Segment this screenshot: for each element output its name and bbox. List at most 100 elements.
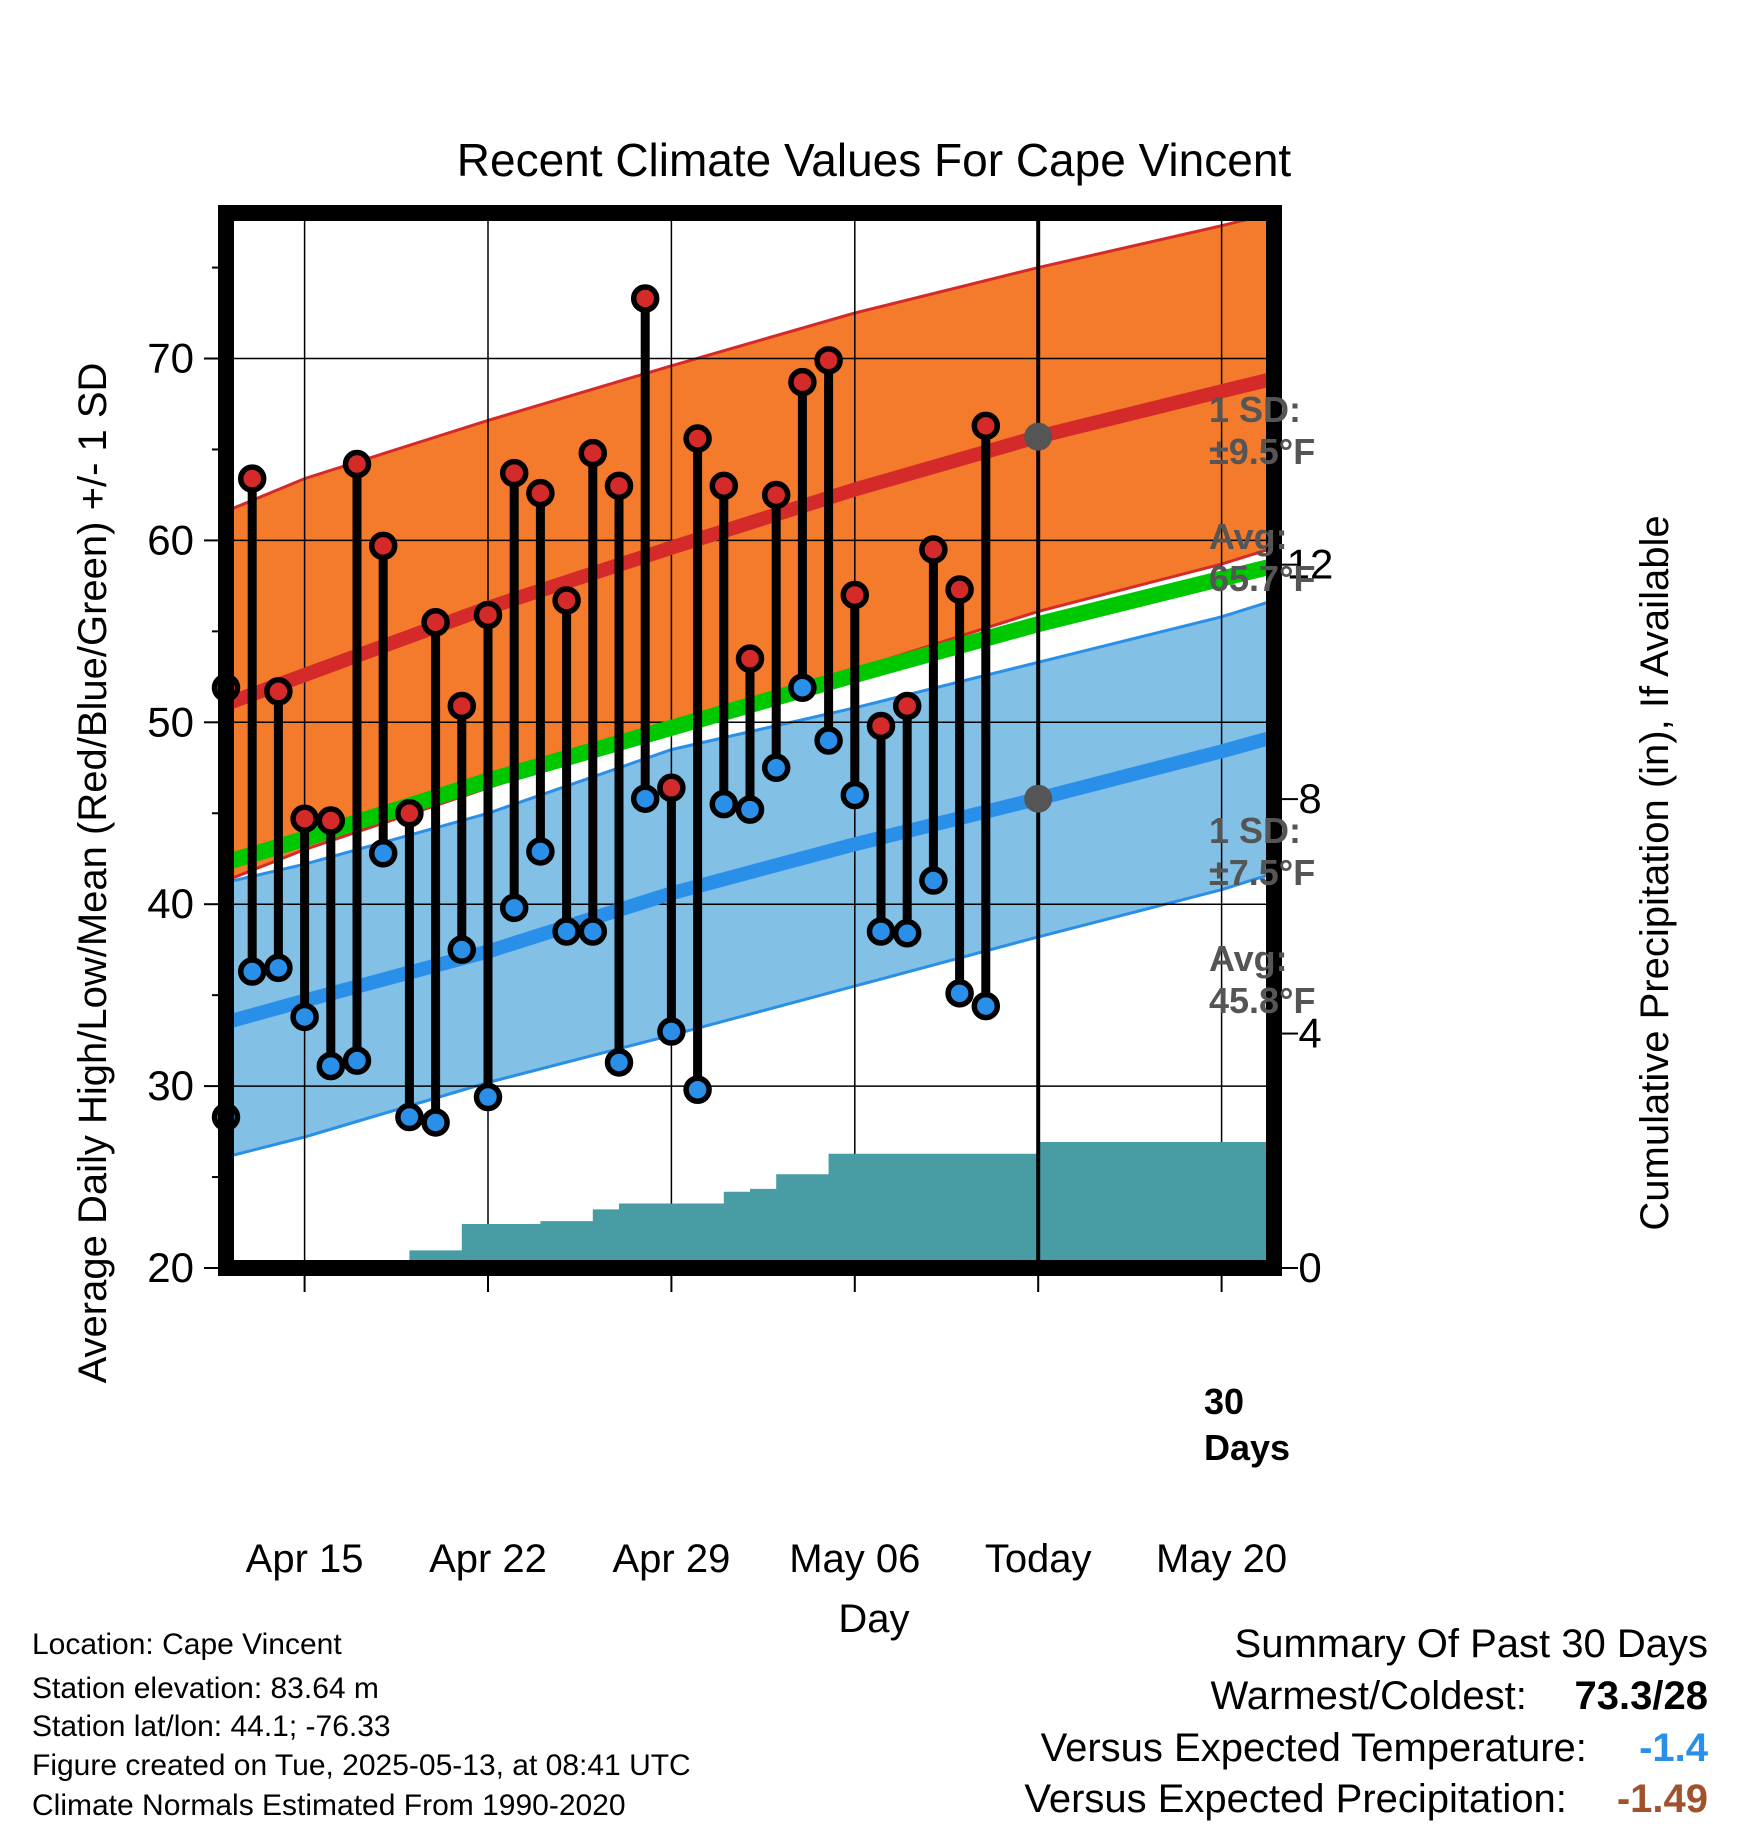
daily-low-point [866, 917, 896, 946]
summary-vs-precip-value: -1.49 [1616, 1777, 1708, 1821]
low-avg-label: Avg: [1209, 938, 1288, 979]
daily-low-point [971, 991, 1001, 1021]
x-tick-label: May 06 [789, 1537, 920, 1581]
today-avg-low-marker [1024, 784, 1053, 813]
y-tick-label: 20 [147, 1244, 194, 1291]
x-tick-label: Apr 22 [429, 1537, 547, 1581]
daily-high-point [342, 449, 372, 479]
daily-low-point [526, 837, 555, 866]
plot-frame [218, 205, 1282, 1276]
daily-high-point [552, 586, 581, 615]
summary-vs-precip-row: Versus Expected Precipitation: -1.49 [1024, 1779, 1708, 1819]
daily-low-point [421, 1108, 450, 1137]
low-sd-value: ±7.5°F [1209, 852, 1315, 893]
daily-low-point [447, 935, 477, 964]
x-tick-label: Apr 29 [612, 1537, 730, 1581]
daily-high-point [447, 691, 477, 721]
daily-high-point [866, 711, 896, 741]
high-sd-label: 1 SD: [1209, 389, 1301, 430]
daily-high-point [578, 438, 608, 468]
y2-tick-label: 0 [1298, 1244, 1321, 1291]
daily-high-point [735, 644, 765, 673]
x-tick-label: Today [985, 1537, 1092, 1581]
daily-low-point [316, 1051, 346, 1081]
daily-low-point [945, 979, 974, 1008]
daily-high-point [473, 600, 503, 630]
x-axis-label: Day [838, 1597, 909, 1641]
daily-low-point [395, 1102, 424, 1132]
daily-low-point [630, 784, 660, 813]
daily-high-point [840, 580, 870, 610]
y-tick-label: 60 [147, 516, 194, 563]
daily-low-point [578, 917, 608, 946]
low-avg-value: 45.8°F [1209, 980, 1315, 1021]
daily-high-point [499, 458, 529, 488]
x-tick-label: Apr 15 [246, 1537, 364, 1581]
summary-warmest-label: Warmest/Coldest: [1210, 1674, 1527, 1718]
daily-low-point [814, 726, 843, 755]
daily-low-point [840, 780, 870, 810]
x-tick-label: May 20 [1156, 1537, 1287, 1581]
today-avg-high-marker [1024, 422, 1053, 451]
summary-vs-temp-row: Versus Expected Temperature: -1.4 [1041, 1728, 1708, 1768]
high-avg-label: Avg: [1209, 516, 1288, 557]
daily-low-point [892, 919, 922, 948]
axes: 20 30 40 50 60 70 0 4 8 12 Apr 15 Apr 22 Apr 29 May 0… [147, 205, 1333, 1581]
summary-title: Summary Of Past 30 Days [1234, 1622, 1708, 1666]
daily-high-point [368, 531, 398, 561]
daily-low-point [499, 893, 529, 923]
footer-location: Location: Cape Vincent [32, 1628, 342, 1661]
daily-high-point [657, 773, 686, 803]
summary-vs-temp-label: Versus Expected Temperature: [1040, 1726, 1587, 1770]
daily-low-point [264, 953, 293, 983]
y2-tick-label: 4 [1298, 1010, 1321, 1057]
precip-days-label: Days [1204, 1427, 1290, 1468]
y-tick-label: 40 [147, 880, 194, 927]
daily-high-point [919, 535, 948, 564]
daily-high-point [761, 480, 791, 510]
chart-title: Recent Climate Values For Cape Vincent [457, 134, 1292, 186]
daily-high-point [683, 424, 712, 453]
daily-high-point [264, 677, 293, 706]
y-tick-label: 30 [147, 1062, 194, 1109]
daily-high-point [526, 478, 555, 508]
y2-axis-label: Cumulative Precipitation (in), If Availa… [1633, 515, 1677, 1230]
daily-low-point [237, 957, 267, 986]
daily-low-point [290, 1002, 319, 1032]
daily-low-point [709, 789, 739, 819]
daily-low-point [919, 866, 948, 895]
daily-low-point [604, 1048, 634, 1077]
avg-high-line [223, 371, 1276, 711]
high-avg-value: 65.7°F [1209, 558, 1315, 599]
daily-low-point [788, 673, 817, 702]
summary-warmest-row: Warmest/Coldest: 73.3/28 [1211, 1676, 1709, 1716]
daily-high-point [421, 608, 450, 637]
daily-high-point [316, 806, 346, 835]
low-sd-band-lower-edge [225, 871, 1275, 1159]
y-tick-label: 70 [147, 335, 194, 382]
precip-layer [226, 1142, 1274, 1268]
daily-high-point [290, 804, 319, 833]
precip-days-number: 30 [1204, 1381, 1244, 1422]
daily-low-point [473, 1082, 503, 1112]
daily-low-point [552, 917, 581, 946]
y2-tick-label: 8 [1298, 775, 1321, 822]
high-sd-band-upper-edge [225, 211, 1275, 513]
daily-high-point [395, 799, 424, 828]
daily-high-point [630, 284, 660, 313]
footer-elevation: Station elevation: 83.64 m [32, 1672, 379, 1705]
overlays [1024, 213, 1053, 1268]
y-axis-label: Average Daily High/Low/Mean (Red/Blue/Gr… [71, 363, 115, 1384]
footer-latlon: Station lat/lon: 44.1; -76.33 [32, 1710, 391, 1743]
daily-high-point [604, 471, 634, 501]
daily-high-point [709, 471, 739, 501]
daily-low-point [761, 753, 791, 783]
daily-high-point [971, 411, 1001, 441]
precip-area [226, 1142, 1274, 1268]
daily-low-point [683, 1075, 712, 1104]
y-tick-label: 50 [147, 698, 194, 745]
daily-low-point [657, 1017, 686, 1046]
daily-high-point [814, 346, 843, 375]
daily-low-point [342, 1046, 372, 1075]
